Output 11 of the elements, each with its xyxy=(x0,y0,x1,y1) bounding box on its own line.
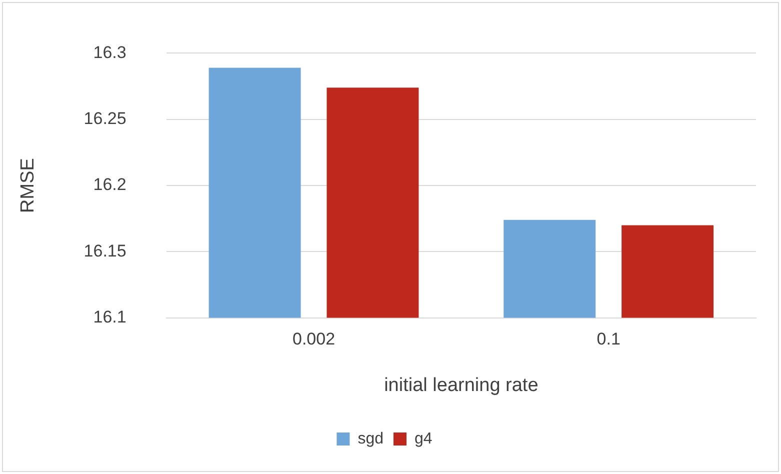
y-tick-label: 16.25 xyxy=(84,109,126,128)
y-tick-label: 16.15 xyxy=(84,241,126,260)
y-axis-title: RMSE xyxy=(18,158,39,213)
y-tick-label: 16.2 xyxy=(93,175,126,194)
legend-label: g4 xyxy=(414,430,432,448)
x-tick-label: 0.002 xyxy=(292,330,336,349)
legend-label: sgd xyxy=(358,430,384,448)
y-tick-label: 16.1 xyxy=(93,307,126,326)
y-tick-label: 16.3 xyxy=(93,42,126,62)
x-axis-title: initial learning rate xyxy=(384,374,538,396)
x-tick-label: 0.1 xyxy=(596,330,620,349)
